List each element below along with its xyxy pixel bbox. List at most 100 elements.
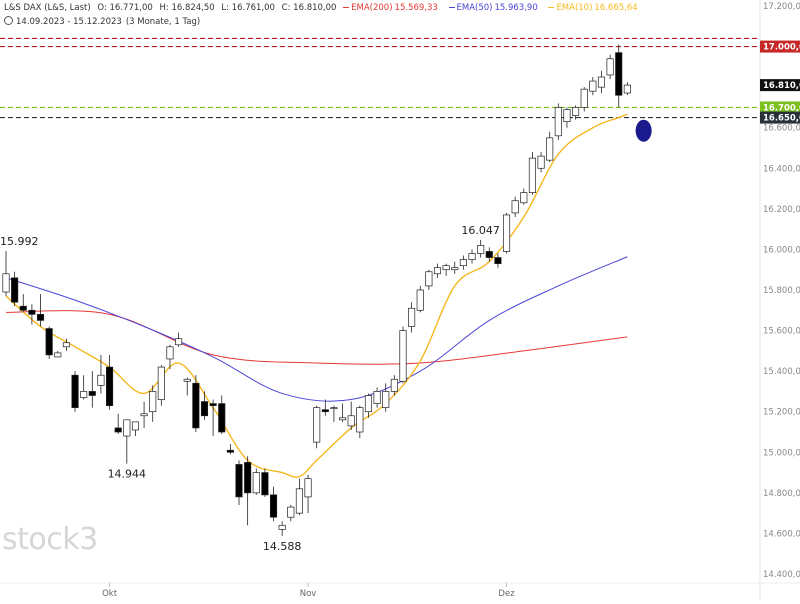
axis-price-label-bg bbox=[760, 101, 800, 114]
candle-body bbox=[140, 413, 148, 417]
candle-body bbox=[485, 251, 493, 258]
marker-circle bbox=[635, 119, 652, 142]
candle-body bbox=[209, 403, 217, 406]
ema50-value: 15.963,90 bbox=[494, 3, 538, 13]
candle-body bbox=[54, 352, 62, 358]
candle-body bbox=[19, 305, 27, 311]
candle-body bbox=[269, 494, 278, 518]
candle-body bbox=[313, 407, 321, 443]
candle-body bbox=[2, 273, 10, 293]
ema10-legend: EMA(10) 16.665,64 bbox=[548, 3, 641, 13]
candle-body bbox=[339, 417, 347, 421]
ema50-label: EMA(50) bbox=[456, 3, 493, 13]
candle-body bbox=[295, 488, 303, 514]
y-tick-label: 17.200,00 bbox=[763, 2, 800, 12]
candle-body bbox=[442, 265, 450, 271]
candle-body bbox=[80, 391, 88, 398]
candle-body bbox=[192, 382, 200, 429]
clock-icon bbox=[4, 16, 13, 25]
y-tick-label: 16.000,00 bbox=[763, 245, 800, 255]
ema200-legend: EMA(200) 15.569,33 bbox=[343, 3, 442, 13]
candle-body bbox=[157, 366, 165, 400]
axis-price-label-bg bbox=[760, 79, 800, 92]
candle-body bbox=[468, 253, 476, 260]
date-range: 14.09.2023 - 15.12.2023 bbox=[16, 17, 122, 27]
candle-body bbox=[615, 52, 623, 96]
price-annotation: 14.944 bbox=[108, 468, 147, 481]
candle-body bbox=[399, 330, 407, 382]
axis-price-label-bg bbox=[760, 40, 800, 53]
candle-body bbox=[28, 309, 36, 315]
y-tick-label: 15.200,00 bbox=[763, 408, 800, 418]
y-tick-label: 15.600,00 bbox=[763, 327, 800, 337]
candle-body bbox=[382, 391, 390, 409]
candle-body bbox=[433, 267, 442, 275]
candle-body bbox=[123, 419, 131, 437]
candle-body bbox=[149, 391, 157, 413]
y-tick-label: 14.600,00 bbox=[763, 529, 800, 539]
candle-body bbox=[252, 472, 260, 494]
candle-body bbox=[451, 267, 459, 271]
candle-body bbox=[175, 338, 183, 346]
ema200-value: 15.569,33 bbox=[394, 3, 438, 13]
candle-body bbox=[71, 374, 79, 409]
candle-body bbox=[554, 107, 562, 137]
price-annotation: 15.992 bbox=[0, 235, 39, 248]
candle-body bbox=[278, 524, 286, 530]
candle-body bbox=[218, 403, 226, 433]
candle-body bbox=[304, 478, 312, 498]
y-tick-label: 15.400,00 bbox=[763, 367, 800, 377]
candle-body bbox=[183, 378, 191, 382]
candle-body bbox=[11, 277, 19, 303]
period-label: (3 Monate, 1 Tag) bbox=[125, 17, 201, 27]
axis-price-label-bg bbox=[760, 111, 800, 124]
candle-body bbox=[425, 271, 433, 287]
y-tick-label: 14.800,00 bbox=[763, 489, 800, 499]
candle-body bbox=[261, 472, 269, 496]
ema-line bbox=[5, 256, 628, 402]
candle-body bbox=[36, 313, 45, 321]
ema10-value: 16.665,64 bbox=[594, 3, 638, 13]
axis-price-label: 16.810,00 bbox=[763, 81, 800, 91]
low-value: L: 16.761,00 bbox=[221, 3, 275, 13]
ema10-label: EMA(10) bbox=[556, 3, 593, 13]
candle-body bbox=[45, 328, 53, 356]
x-tick-label: Nov bbox=[300, 589, 317, 599]
x-tick-label: Okt bbox=[102, 589, 118, 599]
y-tick-label: 16.400,00 bbox=[763, 164, 800, 174]
candle-body bbox=[114, 427, 122, 433]
candle-body bbox=[537, 155, 545, 169]
candle-body bbox=[606, 58, 614, 76]
candle-body bbox=[520, 192, 528, 204]
candle-body bbox=[408, 307, 416, 327]
range-header: 14.09.2023 - 15.12.2023 (3 Monate, 1 Tag) bbox=[4, 16, 204, 27]
candle-body bbox=[244, 462, 252, 494]
candle-body bbox=[347, 415, 355, 427]
candle-body bbox=[572, 107, 580, 116]
candle-body bbox=[416, 289, 424, 311]
candle-body bbox=[623, 84, 631, 94]
y-tick-label: 14.400,00 bbox=[763, 570, 800, 580]
candle-body bbox=[106, 366, 114, 406]
axis-price-label: 17.000,00 bbox=[763, 43, 800, 53]
y-tick-label: 16.600,00 bbox=[763, 124, 800, 134]
candle-body bbox=[200, 401, 209, 417]
candle-body bbox=[356, 407, 364, 433]
candle-body bbox=[62, 342, 70, 348]
ema200-label: EMA(200) bbox=[351, 3, 393, 13]
candle-body bbox=[131, 421, 140, 431]
price-annotation: 14.588 bbox=[263, 540, 302, 553]
x-tick-label: Dez bbox=[498, 589, 515, 599]
candle-body bbox=[226, 449, 234, 453]
candle-body bbox=[97, 374, 105, 386]
y-tick-label: 15.000,00 bbox=[763, 448, 800, 458]
candle-body bbox=[166, 346, 174, 360]
candle-body bbox=[597, 76, 606, 88]
candle-body bbox=[546, 137, 554, 161]
candle-body bbox=[88, 391, 96, 396]
candle-body bbox=[321, 409, 329, 413]
candle-body bbox=[494, 257, 502, 264]
candle-body bbox=[502, 214, 511, 252]
